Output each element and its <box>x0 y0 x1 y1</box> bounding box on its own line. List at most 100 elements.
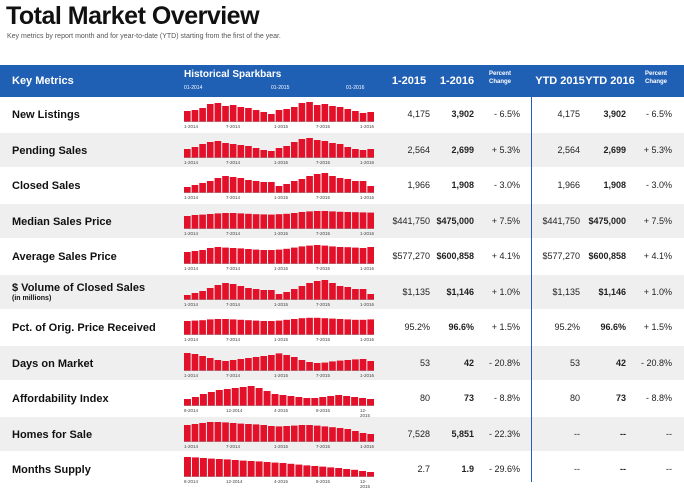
sparkbar <box>321 279 329 300</box>
metric-name: Months Supply <box>12 464 91 476</box>
sparkbar <box>283 213 290 229</box>
sparkbar-tick-label: 1-2016 <box>360 159 375 165</box>
sparkbar-chart: 1-2014 7-2014 1-2015 7-2015 1-2016 <box>184 313 376 342</box>
sparkbar-svg <box>184 352 374 371</box>
sparkbar <box>290 356 298 371</box>
sparkbar <box>290 319 298 335</box>
sparkbar <box>290 212 298 229</box>
sparkbar <box>184 294 191 300</box>
sparkbar-tick-label: 1-2014 <box>184 230 199 236</box>
sparkbar <box>191 292 199 300</box>
sparkbar <box>352 181 359 193</box>
value-ytd-2016: $475,000 <box>588 215 626 226</box>
sparkbar-tick-label: 7-2015 <box>316 195 331 200</box>
sparkbar <box>229 177 237 193</box>
sparkbar <box>271 462 279 477</box>
sparkbar <box>268 354 275 371</box>
sparkbar <box>279 463 287 477</box>
sparkbar <box>329 142 336 158</box>
sparkbar <box>206 421 214 442</box>
ytd-percent-change: + 7.5% <box>643 215 672 226</box>
sparkbar <box>336 178 344 193</box>
sparkbar <box>367 186 374 193</box>
sparkbar-tick-label: 1-2014 <box>184 195 199 200</box>
ytd-percent-change: -- <box>666 464 672 474</box>
sparkbar <box>306 424 313 442</box>
value-1-2016: 2,699 <box>451 144 474 155</box>
sparkbar <box>359 358 367 371</box>
metric-label: Pct. of Orig. Price Received <box>12 322 156 334</box>
sparkbar <box>283 425 290 442</box>
sparkbar <box>199 320 206 335</box>
sparkbar <box>184 111 191 122</box>
sparkbar <box>329 426 336 442</box>
sparkbar-chart: 1-2014 7-2014 1-2015 7-2015 1-2016 <box>184 278 376 307</box>
sparkbar <box>367 433 374 442</box>
sparkbar <box>191 353 199 371</box>
sparkbar <box>352 430 359 442</box>
value-1-2015: $441,750 <box>392 215 430 226</box>
ytd-percent-change: + 4.1% <box>643 251 672 261</box>
value-1-2015: 7,528 <box>407 428 430 439</box>
table-row: Months Supply 8-2014 12-2014 4-2015 8-2015 12… <box>0 452 684 489</box>
sparkbar-tick-label: 1-2014 <box>184 337 199 342</box>
sparkbar <box>260 149 268 158</box>
sparkbar <box>184 321 191 335</box>
sparkbar-tick-label: 1-2014 <box>184 372 199 378</box>
sparkbar <box>206 104 214 122</box>
sparkbar <box>283 145 290 158</box>
sparkbar <box>313 174 321 193</box>
sparkbar-tick-label: 7-2014 <box>226 266 241 271</box>
sparkbar <box>260 321 268 335</box>
sparkbar <box>298 179 306 193</box>
sparkbar <box>313 139 321 158</box>
sparkbar <box>206 181 214 193</box>
sparkbar <box>287 396 295 406</box>
sparkbar <box>239 460 247 477</box>
sparkbar <box>321 104 329 122</box>
sparkbar <box>252 288 260 300</box>
sparkbar <box>295 397 303 406</box>
sparkbar <box>260 355 268 371</box>
sparkbar-tick-label: 1-2014 <box>184 159 199 165</box>
sparkbar <box>268 114 275 122</box>
sparkbar <box>275 186 283 193</box>
sparkbar-tick-label: 1-2014 <box>184 266 199 271</box>
table-row: Homes for Sale 1-2014 7-2014 1-2015 7-2015 1-… <box>0 416 684 452</box>
sparkbar-chart: 1-2014 7-2014 1-2015 7-2015 1-2016 <box>184 207 376 236</box>
sparkbar <box>222 421 229 442</box>
sparkbar <box>222 282 229 300</box>
sparkbar <box>359 248 367 264</box>
sparkbar-tick-label: 1-2016 <box>360 372 375 378</box>
sparkbar <box>237 358 245 371</box>
sparkbar <box>306 317 313 335</box>
sparkbar <box>359 181 367 193</box>
sparkbar <box>336 360 344 371</box>
sparkbar <box>199 394 207 406</box>
sparkbar <box>327 396 335 406</box>
sparkbar <box>352 148 359 158</box>
sparkbar <box>287 463 295 477</box>
sparkbar <box>367 247 374 264</box>
value-1-2016: 5,851 <box>451 428 474 439</box>
value-1-2016: 73 <box>463 393 474 403</box>
metric-name: $ Volume of Closed Sales <box>12 281 146 294</box>
sparkbar <box>351 397 359 406</box>
sparkbar <box>344 146 352 158</box>
sparkbar <box>271 394 279 406</box>
sparkbar-svg <box>184 457 374 477</box>
sparkbar <box>298 359 306 371</box>
sparkbar <box>268 289 275 300</box>
sparkbar <box>268 321 275 335</box>
metric-name: Closed Sales <box>12 180 81 192</box>
sparkbar <box>237 144 245 158</box>
sparkbar-tick-label: 1-2015 <box>274 372 289 378</box>
sparkbar <box>229 143 237 158</box>
page-title: Total Market Overview <box>6 2 260 30</box>
sparkbar-tick-label: 1-2014 <box>184 443 199 449</box>
sparkbar-tick-label: 7-2015 <box>316 337 331 342</box>
metric-label: Days on Market <box>12 358 93 370</box>
sparkbar-tick-label: 7-2014 <box>226 124 241 129</box>
sparkbar <box>214 140 222 158</box>
table-row: $ Volume of Closed Sales (in millions) 1-2… <box>0 274 684 310</box>
